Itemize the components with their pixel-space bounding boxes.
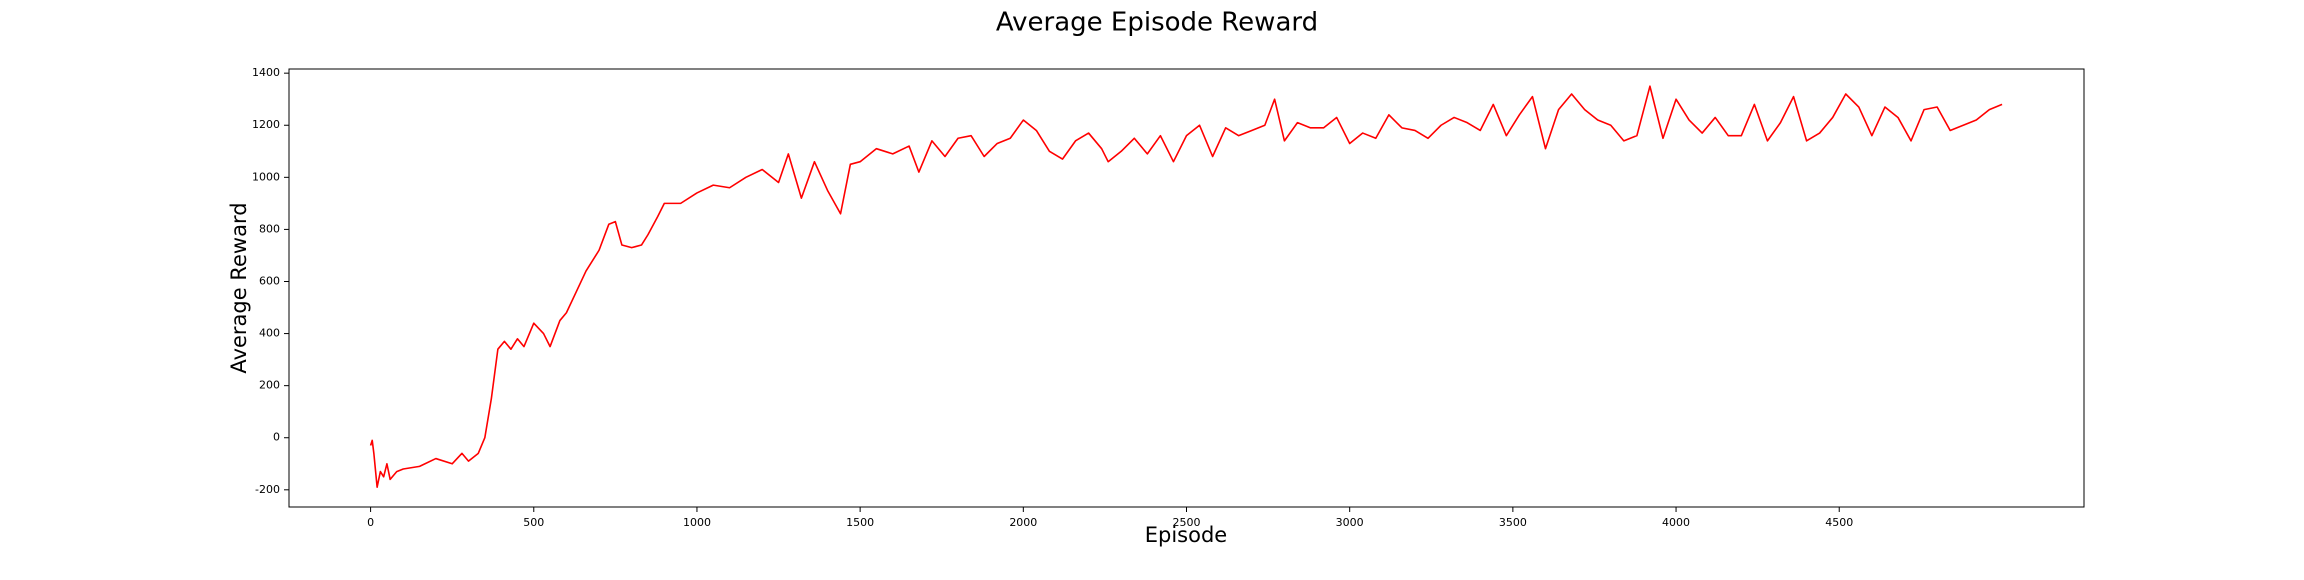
y-tick-label: 200 <box>259 379 280 392</box>
chart-title: Average Episode Reward <box>996 8 1318 38</box>
y-tick-label: 600 <box>259 274 280 287</box>
y-tick-label: 1200 <box>252 118 280 131</box>
x-tick-label: 2500 <box>1173 516 1201 529</box>
x-axis-label: Episode <box>1145 523 1227 547</box>
x-tick-label: 500 <box>523 516 544 529</box>
y-tick-label: 800 <box>259 222 280 235</box>
x-tick-label: 4500 <box>1825 516 1853 529</box>
x-tick-label: 2000 <box>1009 516 1037 529</box>
x-tick-label: 3000 <box>1336 516 1364 529</box>
y-tick-label: 0 <box>273 431 280 444</box>
x-tick-label: 4000 <box>1662 516 1690 529</box>
x-tick-label: 3500 <box>1499 516 1527 529</box>
x-tick-label: 0 <box>367 516 374 529</box>
y-tick-label: 1400 <box>252 66 280 79</box>
y-axis-label: Average Reward <box>227 202 251 373</box>
y-tick-label: 400 <box>259 327 280 340</box>
y-tick-label: -200 <box>255 483 280 496</box>
data-line <box>369 85 2003 489</box>
y-tick-label: 1000 <box>252 170 280 183</box>
x-tick-label: 1000 <box>683 516 711 529</box>
x-tick-label: 1500 <box>846 516 874 529</box>
